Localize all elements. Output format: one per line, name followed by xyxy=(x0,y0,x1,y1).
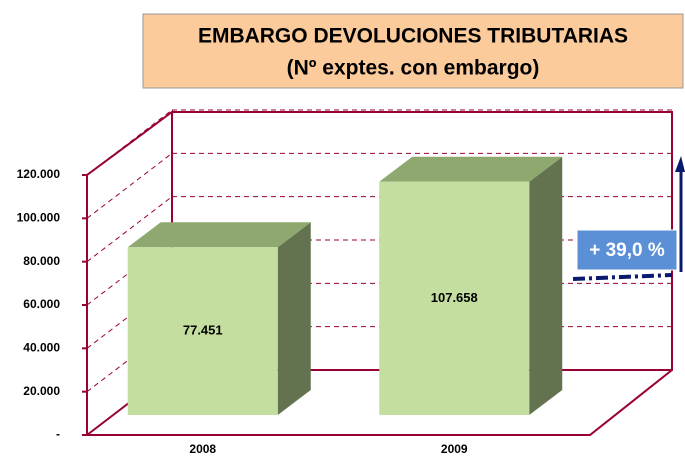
x-tick-label: 2008 xyxy=(189,442,216,456)
y-tick-label: 60.000 xyxy=(23,297,60,311)
bar-top xyxy=(379,156,563,182)
annotation-box xyxy=(576,229,678,271)
title-box xyxy=(142,13,684,89)
bar-top xyxy=(127,222,311,248)
floor xyxy=(87,369,673,436)
reference-line xyxy=(572,273,673,281)
y-tick-label: 100.000 xyxy=(17,211,61,225)
arrow-head xyxy=(675,156,685,172)
y-tick-label: 20.000 xyxy=(23,384,60,398)
y-tick-label: 40.000 xyxy=(23,341,60,355)
chart-subtitle: (Nº exptes. con embargo) xyxy=(287,57,540,80)
bar xyxy=(127,247,278,415)
bar-side xyxy=(277,222,311,415)
chart-title: EMBARGO DEVOLUCIONES TRIBUTARIAS xyxy=(198,25,628,48)
bar xyxy=(379,181,530,415)
grid-line-side xyxy=(86,152,173,219)
bar-side xyxy=(529,156,563,415)
annotation: + 39,0 % xyxy=(589,240,665,261)
value-label: 77.451 xyxy=(183,323,223,338)
y-tick-label: - xyxy=(56,427,60,441)
y-tick-label: 80.000 xyxy=(23,254,60,268)
value-label: 107.658 xyxy=(431,290,478,305)
x-tick-label: 2009 xyxy=(441,442,468,456)
y-tick-label: 120.000 xyxy=(17,167,61,181)
